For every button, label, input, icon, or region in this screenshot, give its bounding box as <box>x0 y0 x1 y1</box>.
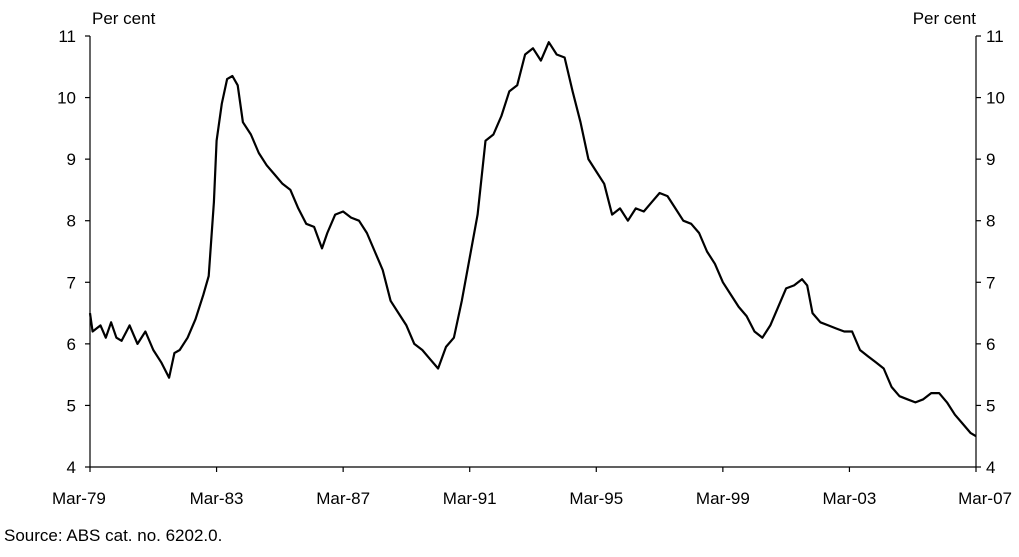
source-note: Source: ABS cat. no. 6202.0. <box>4 526 223 545</box>
x-tick-label: Mar-79 <box>52 489 106 508</box>
y-tick-label-left: 4 <box>67 458 76 477</box>
x-tick-label: Mar-83 <box>190 489 244 508</box>
y-tick-label-left: 8 <box>67 212 76 231</box>
left-axis-unit-label: Per cent <box>92 9 156 28</box>
y-tick-label-left: 7 <box>67 273 76 292</box>
x-tick-label: Mar-87 <box>316 489 370 508</box>
y-tick-label-left: 5 <box>67 396 76 415</box>
unemployment-rate-line <box>88 41 977 438</box>
x-tick-label: Mar-07 <box>958 489 1012 508</box>
y-tick-label-left: 11 <box>58 27 76 46</box>
y-tick-label-left: 9 <box>67 150 76 169</box>
y-tick-label-right: 4 <box>986 458 995 477</box>
y-tick-label-left: 6 <box>67 335 76 354</box>
y-tick-label-right: 6 <box>986 335 995 354</box>
x-tick-label: Mar-95 <box>569 489 623 508</box>
y-tick-label-right: 9 <box>986 150 995 169</box>
y-tick-label-right: 5 <box>986 396 995 415</box>
x-ticks: Mar-79 Mar-83 Mar-87 Mar-91 Mar-95 Mar-99 Mar-… <box>52 467 1012 508</box>
y-tick-label-right: 8 <box>986 212 995 231</box>
left-y-ticks: 4 5 6 7 8 9 10 11 <box>57 27 90 477</box>
x-tick-label: Mar-03 <box>822 489 876 508</box>
x-tick-label: Mar-91 <box>443 489 497 508</box>
right-y-ticks: 4 5 6 7 8 9 10 11 <box>976 27 1005 477</box>
y-tick-label-left: 10 <box>57 89 76 108</box>
y-tick-label-right: 7 <box>986 273 995 292</box>
y-tick-label-right: 11 <box>986 27 1004 46</box>
x-tick-label: Mar-99 <box>696 489 750 508</box>
right-axis-unit-label: Per cent <box>913 9 977 28</box>
y-tick-label-right: 10 <box>986 89 1005 108</box>
